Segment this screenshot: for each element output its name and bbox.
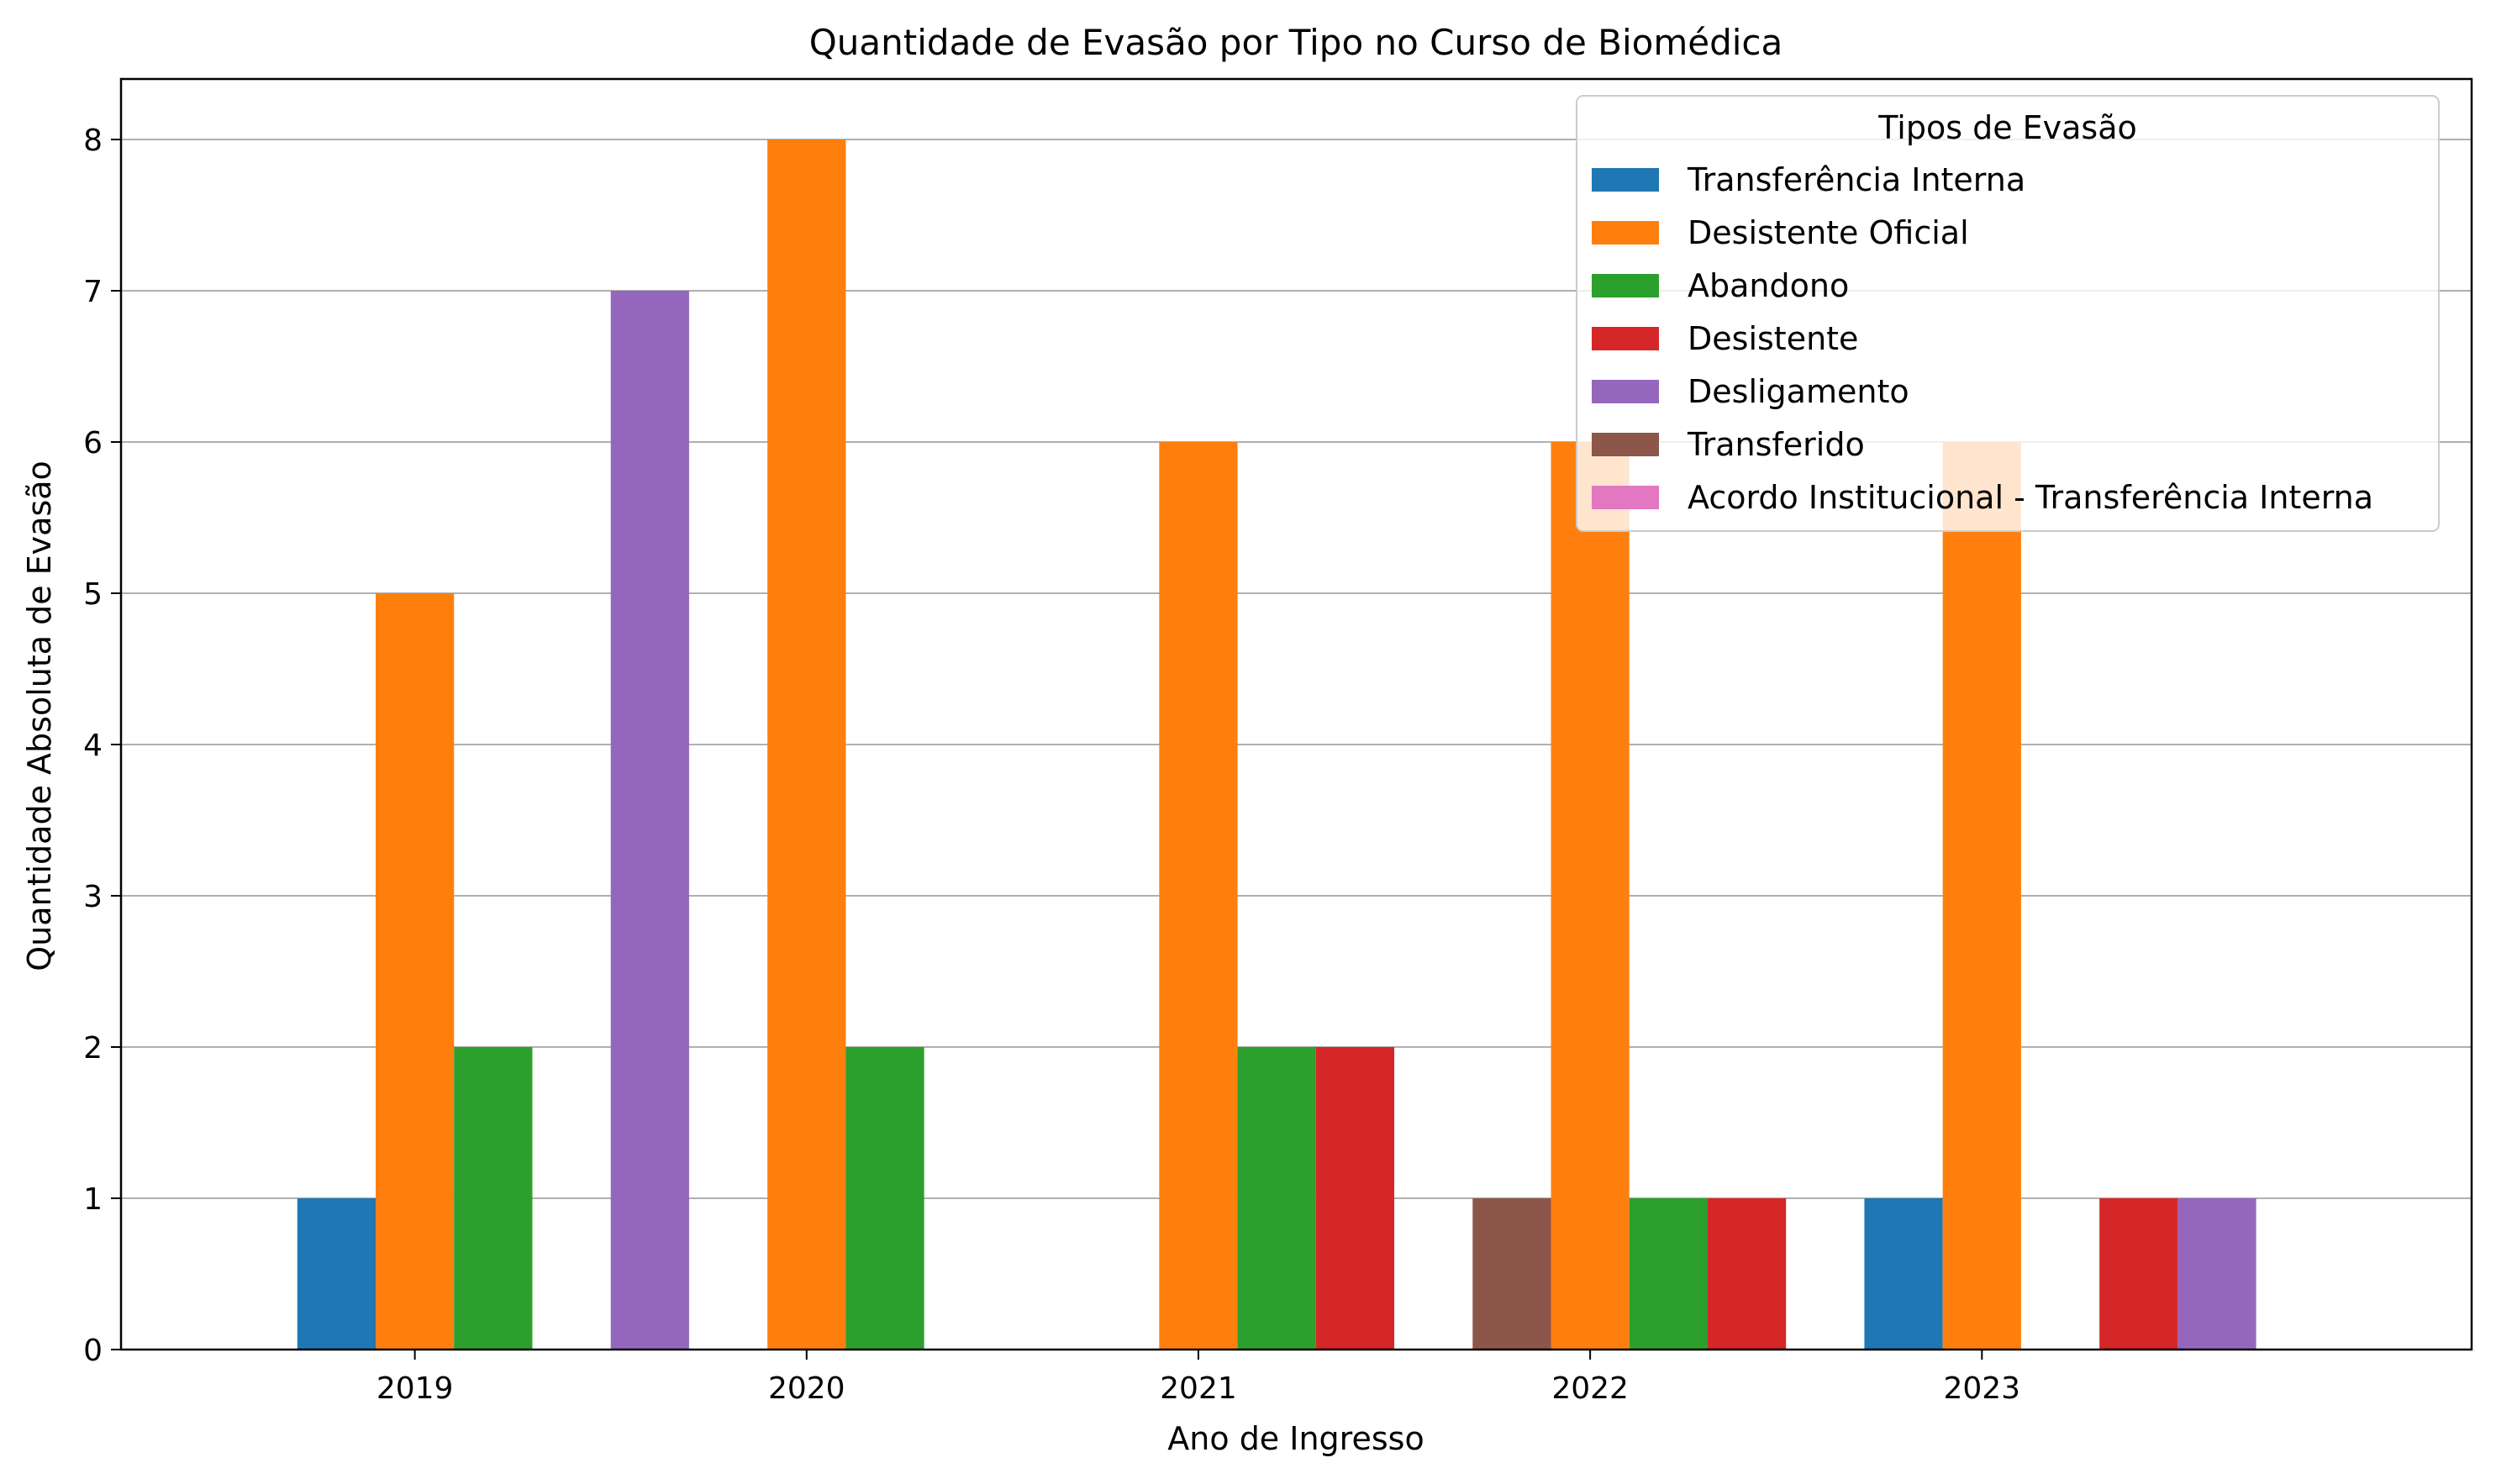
bars (297, 139, 2256, 1350)
legend: Tipos de Evasão Transferência Interna Des… (1576, 95, 2440, 532)
y-tick-label: 2 (83, 1031, 103, 1066)
legend-swatch (1592, 168, 1659, 192)
x-tick-label: 2019 (377, 1371, 454, 1406)
x-tick-label: 2023 (1943, 1371, 2020, 1406)
bar (2177, 1198, 2256, 1350)
plot-frame (119, 77, 2473, 1351)
bar (1707, 1198, 1787, 1350)
bar (1629, 1198, 1708, 1350)
legend-swatch (1592, 274, 1659, 297)
y-tick-label: 5 (83, 577, 103, 612)
legend-box (1576, 95, 2440, 532)
bar (297, 1198, 377, 1350)
bar (767, 139, 846, 1350)
x-tick-label: 2021 (1160, 1371, 1237, 1406)
legend-label: Transferência Interna (1687, 161, 2025, 198)
legend-swatch (1592, 380, 1659, 403)
bar (454, 1047, 533, 1350)
bar (2099, 1198, 2178, 1350)
y-axis-label: Quantidade Absoluta de Evasão (21, 460, 58, 971)
bar (1159, 442, 1238, 1350)
bar (1315, 1047, 1395, 1350)
legend-label: Desistente Oficial (1688, 214, 1969, 251)
bar (1472, 1198, 1551, 1350)
legend-label: Desligamento (1688, 373, 1909, 410)
axes: 0 1 2 3 4 5 6 7 8 2019 2020 2021 2022 2023 (83, 77, 2473, 1406)
x-axis-label: Ano de Ingresso (1167, 1420, 1424, 1457)
legend-swatch (1592, 221, 1659, 245)
y-tick-label: 1 (83, 1182, 103, 1217)
legend-label: Abandono (1688, 267, 1849, 304)
bar (1551, 442, 1630, 1350)
bar (1942, 442, 2021, 1350)
x-tick-label: 2020 (768, 1371, 845, 1406)
bar (1864, 1198, 1943, 1350)
bar (845, 1047, 924, 1350)
x-tick-label: 2022 (1551, 1371, 1629, 1406)
bar (376, 593, 455, 1350)
bar (1237, 1047, 1316, 1350)
legend-title: Tipos de Evasão (1877, 109, 2137, 146)
y-tick-label: 6 (83, 426, 103, 460)
y-tick-label: 8 (83, 124, 103, 158)
y-tick-label: 4 (83, 729, 103, 763)
legend-label: Acordo Institucional - Transferência Int… (1688, 479, 2373, 516)
y-tick-label: 3 (83, 880, 103, 914)
legend-swatch (1592, 327, 1659, 350)
y-tick-label: 7 (83, 275, 103, 309)
legend-swatch (1592, 486, 1659, 509)
y-tick-label: 0 (83, 1334, 103, 1368)
legend-label: Desistente (1688, 320, 1858, 357)
legend-swatch (1592, 433, 1659, 456)
bar (610, 291, 689, 1350)
chart-title: Quantidade de Evasão por Tipo no Curso d… (809, 22, 1783, 63)
legend-label: Transferido (1687, 426, 1865, 463)
